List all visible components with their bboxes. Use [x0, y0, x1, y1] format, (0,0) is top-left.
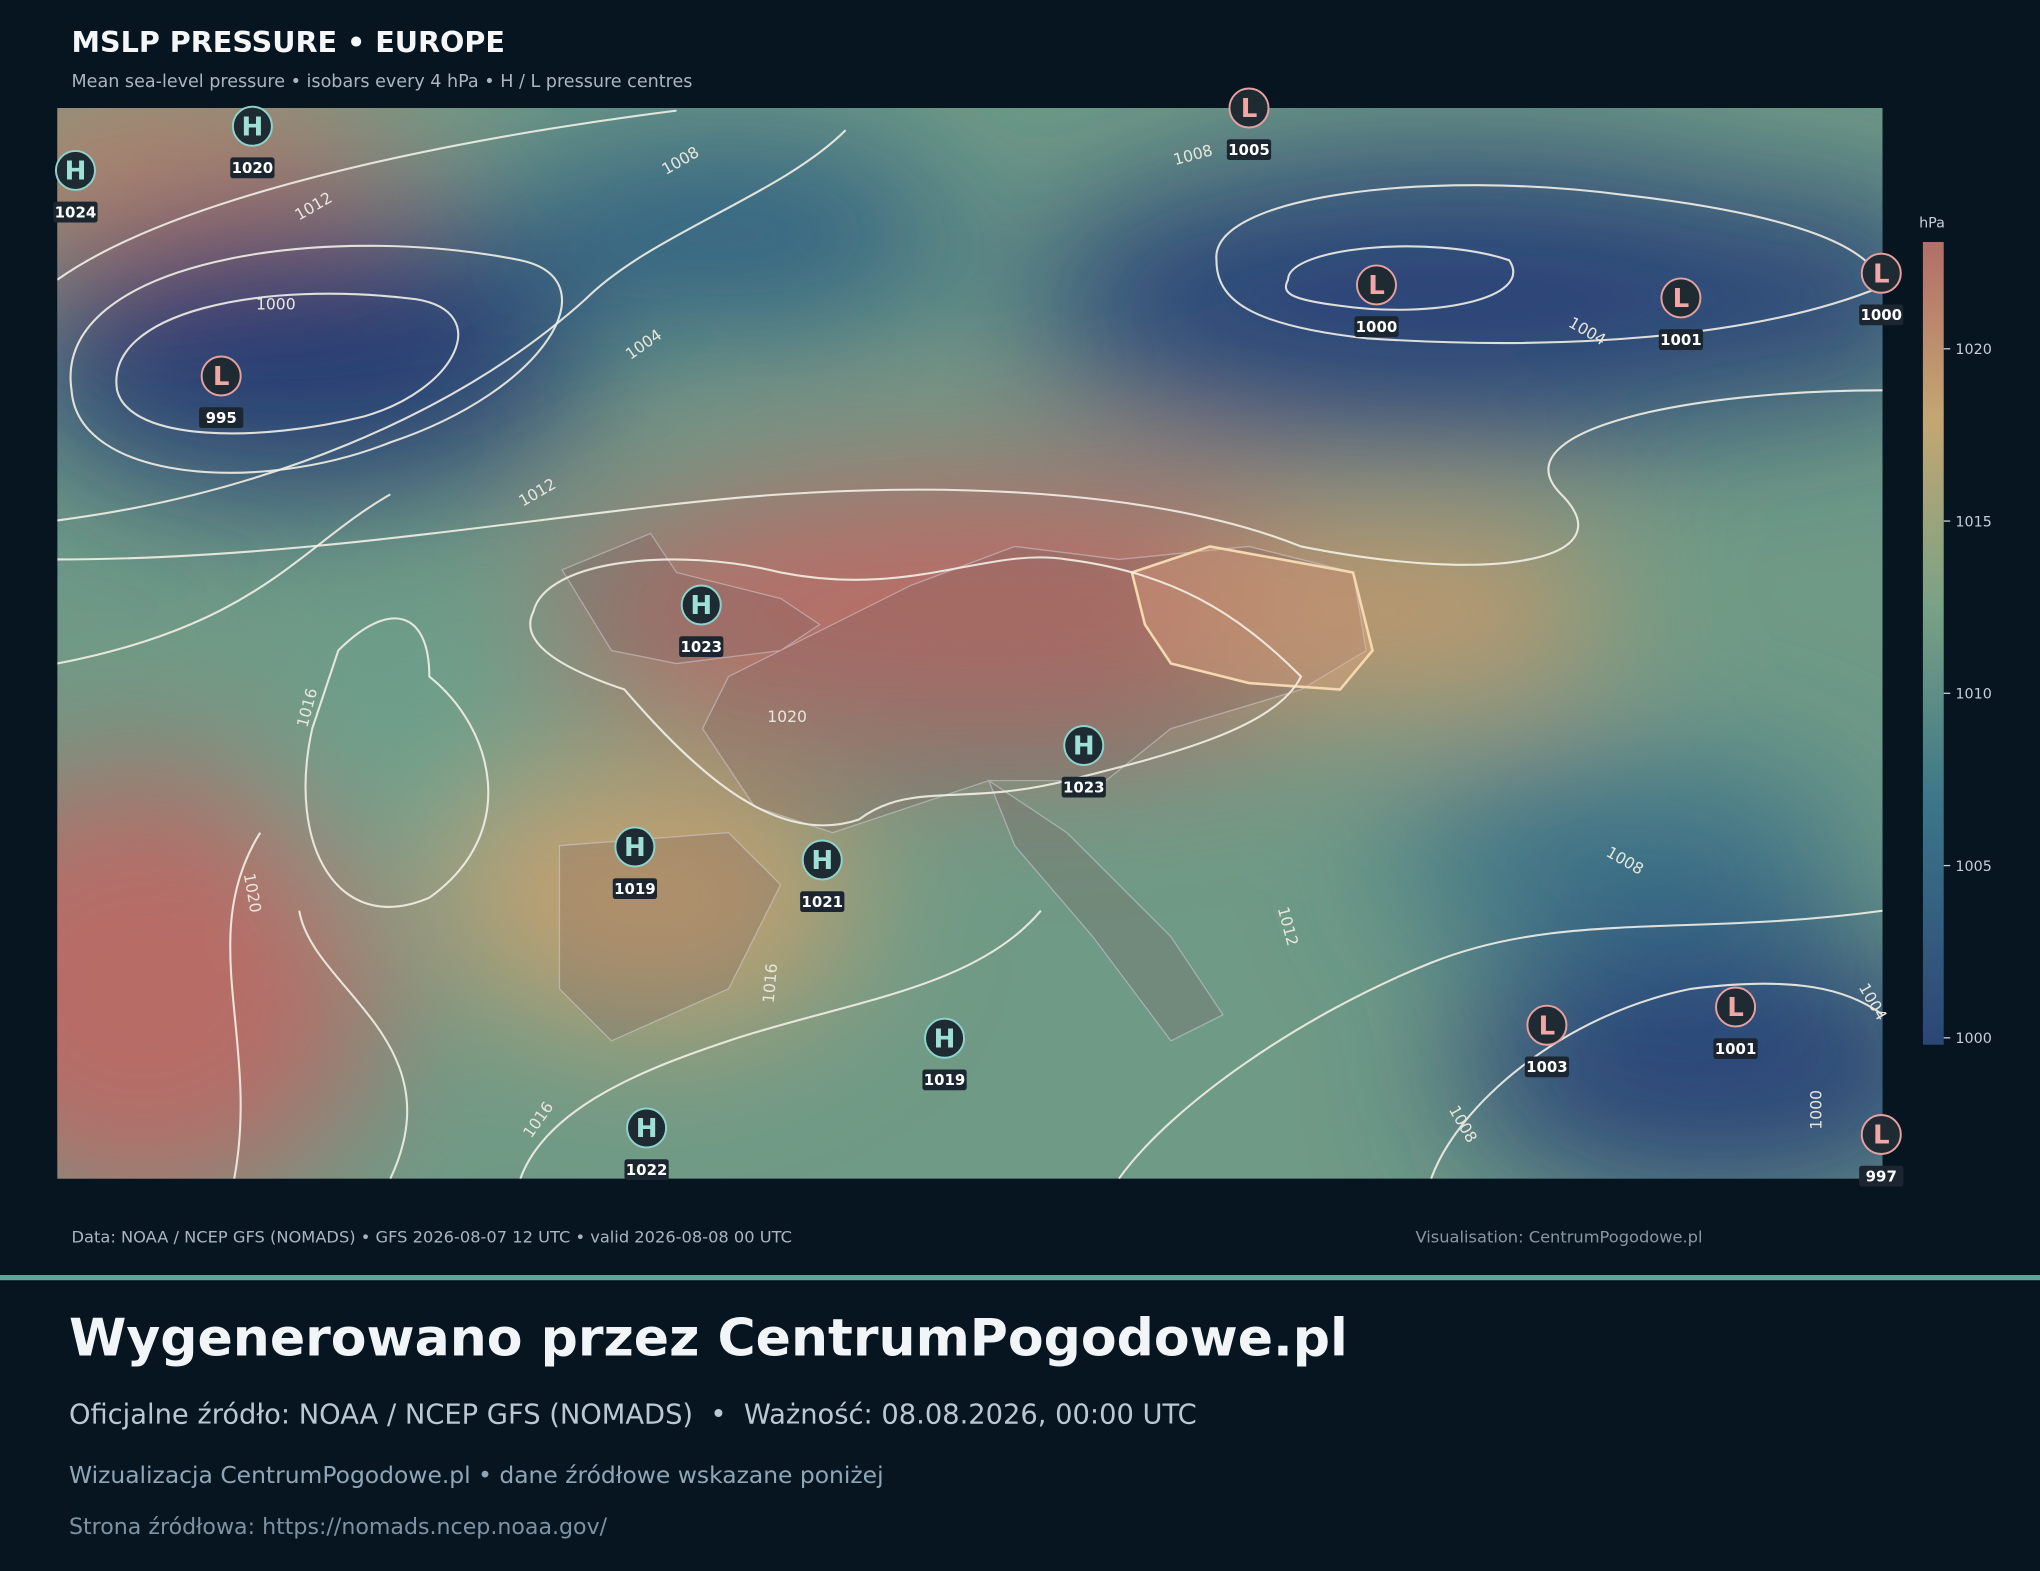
- centre-kind: L: [1873, 1121, 1890, 1151]
- centre-kind: L: [1727, 993, 1744, 1023]
- centre-value: 1001: [1715, 1040, 1757, 1058]
- centre-marker: [1063, 725, 1105, 766]
- colorbar-tick-label: 1010: [1955, 687, 1991, 703]
- centre-kind: L: [1873, 259, 1890, 289]
- centre-kind: H: [934, 1024, 956, 1054]
- centre-marker: [54, 149, 96, 191]
- isobar-label: 1016: [760, 963, 781, 1004]
- centre-kind: H: [624, 833, 646, 863]
- centre-value-box: [1226, 139, 1272, 161]
- centre-value: 1005: [1228, 141, 1270, 159]
- centre-value-box: [612, 878, 658, 900]
- isobar-label: 1000: [1807, 1090, 1825, 1130]
- colorbar-tick-label: 1020: [1955, 342, 1991, 358]
- banner-source: Oficjalne źródło: NOAA / NCEP GFS (NOMAD…: [69, 1399, 1197, 1430]
- centre-value: 1001: [1660, 331, 1702, 349]
- colorbar: hPa 1000 1005 1010 1015 1020: [1919, 216, 1992, 1047]
- colorbar-scale: [1922, 241, 1944, 1045]
- colorbar-tick-label: 1000: [1955, 1031, 1991, 1047]
- colorbar-label: hPa: [1919, 216, 1945, 232]
- centre-value: 1024: [55, 203, 97, 221]
- isobar-label: 1000: [256, 296, 296, 314]
- centre-kind: H: [242, 112, 264, 142]
- centre-marker: [231, 105, 273, 147]
- centre-kind: L: [1241, 94, 1258, 124]
- banner-visualisation: Wizualizacja CentrumPogodowe.pl • dane ź…: [69, 1461, 884, 1489]
- centre-marker: [1715, 986, 1757, 1028]
- centre-value-box: [922, 1069, 967, 1091]
- centre-kind: H: [636, 1114, 658, 1144]
- centre-kind: L: [1539, 1011, 1556, 1041]
- centre-value: 1019: [614, 880, 656, 898]
- centre-kind: H: [811, 846, 833, 876]
- centre-marker: [1355, 264, 1397, 306]
- centre-kind: H: [1073, 732, 1095, 762]
- centre-marker: [200, 355, 242, 397]
- centre-value: 1023: [680, 638, 722, 656]
- centre-value: 1003: [1526, 1058, 1568, 1076]
- centre-value-box: [1061, 776, 1106, 798]
- centre-marker: [924, 1017, 966, 1059]
- centre-kind: H: [690, 591, 712, 621]
- title: MSLP PRESSURE • EUROPE: [72, 25, 505, 59]
- centre-value-box: [1859, 304, 1904, 326]
- centre-value: 1000: [1860, 306, 1902, 324]
- colorbar-tick-label: 1015: [1955, 514, 1991, 530]
- centre-marker: [1860, 1114, 1902, 1155]
- centre-value: 1020: [232, 159, 274, 177]
- centre-marker: [626, 1107, 668, 1149]
- map: [57, 107, 1883, 1179]
- centre-kind: H: [65, 157, 87, 187]
- centre-value: 997: [1866, 1167, 1897, 1185]
- centre-value-box: [1859, 1165, 1904, 1187]
- centre-marker: [1228, 87, 1270, 129]
- centre-value-box: [624, 1159, 669, 1181]
- centre-marker: [614, 826, 656, 868]
- centre-value-box: [679, 636, 724, 658]
- centre-value-box: [1524, 1056, 1570, 1078]
- divider: [0, 1275, 2040, 1281]
- subtitle: Mean sea-level pressure • isobars every …: [72, 72, 693, 92]
- centre-value: 1023: [1063, 778, 1105, 796]
- centre-marker: [680, 584, 722, 626]
- centre-value-box: [800, 891, 845, 913]
- centre-value: 995: [206, 409, 237, 427]
- centre-kind: L: [1673, 284, 1690, 314]
- colorbar-tick-label: 1005: [1955, 859, 1991, 875]
- visualisation-credit: Visualisation: CentrumPogodowe.pl: [1416, 1227, 1703, 1246]
- isobar-label: 1020: [767, 708, 807, 726]
- centre-kind: L: [213, 362, 230, 392]
- centre-value-box: [53, 201, 98, 223]
- centre-value-box: [1713, 1038, 1758, 1060]
- banner-heading: Wygenerowano przez CentrumPogodowe.pl: [69, 1309, 1348, 1369]
- centre-value-box: [1354, 316, 1399, 337]
- centre-value-box: [1658, 329, 1704, 350]
- centre-value: 1019: [924, 1071, 966, 1089]
- banner-source-page: Strona źródłowa: https://nomads.ncep.noa…: [69, 1514, 608, 1540]
- centre-marker: [1860, 252, 1902, 294]
- centre-value: 1021: [801, 893, 843, 911]
- centre-value-box: [199, 407, 244, 429]
- centre-marker: [1660, 277, 1702, 319]
- centre-marker: [801, 839, 843, 881]
- centre-value: 1000: [1356, 318, 1398, 336]
- centre-marker: [1526, 1004, 1568, 1046]
- centre-value-box: [230, 157, 275, 179]
- centre-value: 1022: [626, 1161, 668, 1179]
- data-note: Data: NOAA / NCEP GFS (NOMADS) • GFS 202…: [72, 1227, 792, 1246]
- centre-kind: L: [1368, 271, 1385, 301]
